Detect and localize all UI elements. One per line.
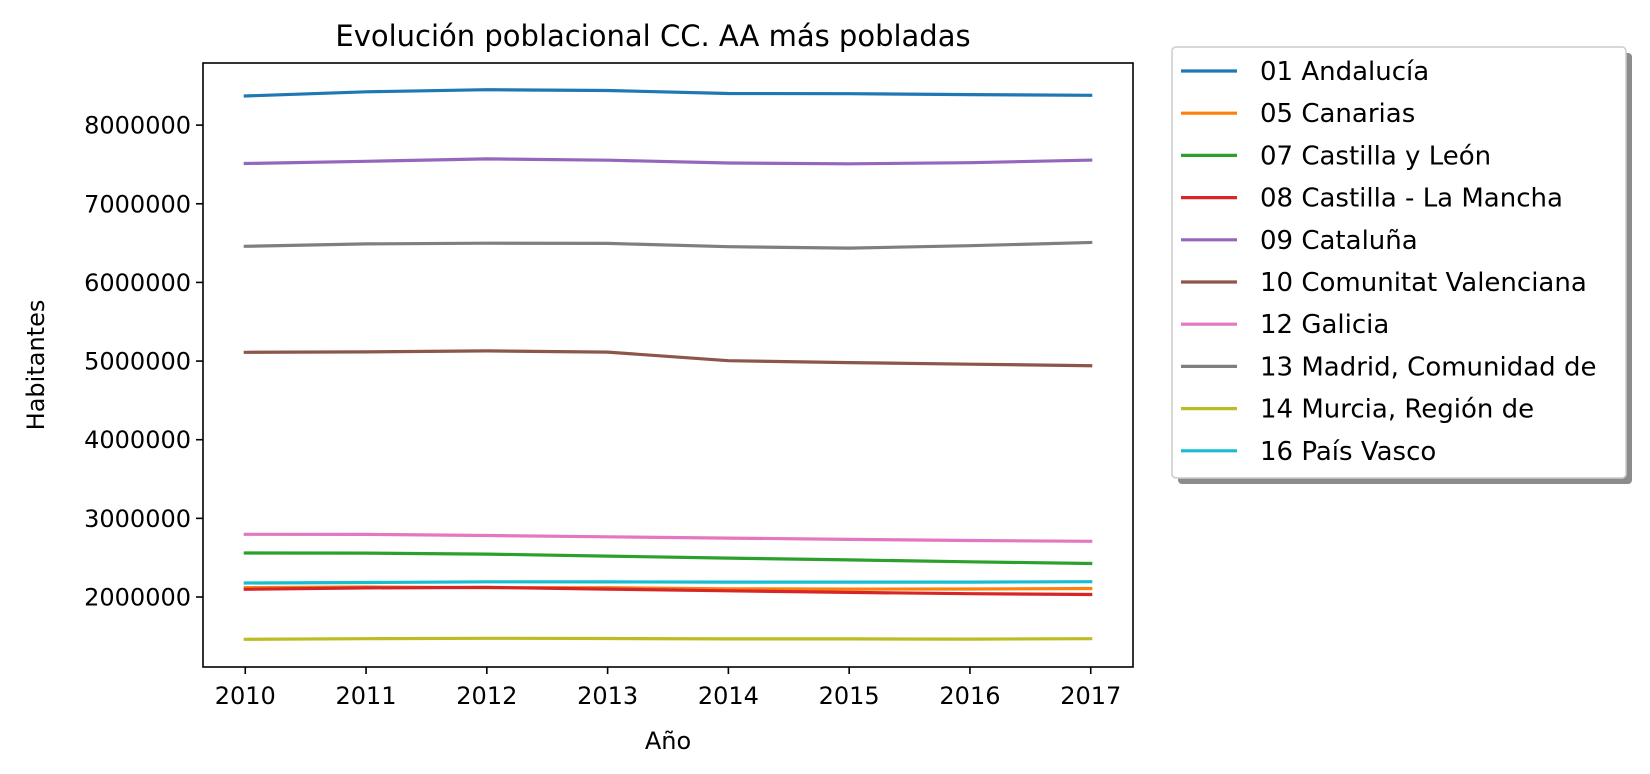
series-line-4 [243,157,1093,166]
series-line-9 [243,580,1093,585]
x-tick-label: 2014 [698,682,759,710]
legend-label-7: 13 Madrid, Comunidad de [1260,352,1596,382]
y-tick-label: 7000000 [84,190,191,218]
legend-label-9: 16 País Vasco [1260,437,1436,467]
legend: 01 Andalucía 05 Canarias 07 Castilla y Leó… [1171,46,1632,484]
legend-label-0: 01 Andalucía [1260,57,1429,87]
x-axis-label: Año [645,727,691,755]
series-line-7 [243,240,1093,250]
x-tick-label: 2016 [939,682,1000,710]
y-tick-label: 5000000 [84,348,191,376]
y-tick-label: 2000000 [84,584,191,612]
y-axis: 2000000 3000000 4000000 5000000 6000000 70000… [84,112,203,612]
legend-box [1171,46,1627,479]
legend-label-2: 07 Castilla y León [1260,141,1491,171]
y-tick-label: 4000000 [84,426,191,454]
series-line-3 [243,585,1093,597]
x-tick-label: 2015 [819,682,880,710]
legend-label-5: 10 Comunitat Valenciana [1260,268,1587,298]
x-tick-label: 2017 [1060,682,1121,710]
legend-label-6: 12 Galicia [1260,310,1389,340]
y-tick-label: 6000000 [84,269,191,297]
series-line-6 [243,532,1093,543]
legend-items: 01 Andalucía 05 Canarias 07 Castilla y Leó… [1181,57,1596,467]
series-line-5 [243,349,1093,368]
x-tick-label: 2010 [215,682,276,710]
y-axis-label: Habitantes [22,300,50,431]
x-tick-label: 2013 [577,682,638,710]
series-line-2 [243,551,1093,566]
series-line-0 [243,88,1093,98]
legend-label-8: 14 Murcia, Región de [1260,395,1534,425]
plot-frame [202,62,1134,668]
legend-label-3: 08 Castilla - La Mancha [1260,184,1563,214]
legend-label-1: 05 Canarias [1260,99,1415,129]
y-tick-label: 3000000 [84,505,191,533]
x-tick-label: 2012 [456,682,517,710]
legend-label-4: 09 Cataluña [1260,226,1418,256]
x-tick-label: 2011 [336,682,397,710]
chart-title: Evolución poblacional CC. AA más poblada… [335,19,970,53]
y-tick-label: 8000000 [84,112,191,140]
series-line-8 [243,636,1093,641]
x-axis: 2010 2011 2012 2013 2014 2015 2016 2017 [215,667,1121,710]
plot-area [243,88,1093,641]
